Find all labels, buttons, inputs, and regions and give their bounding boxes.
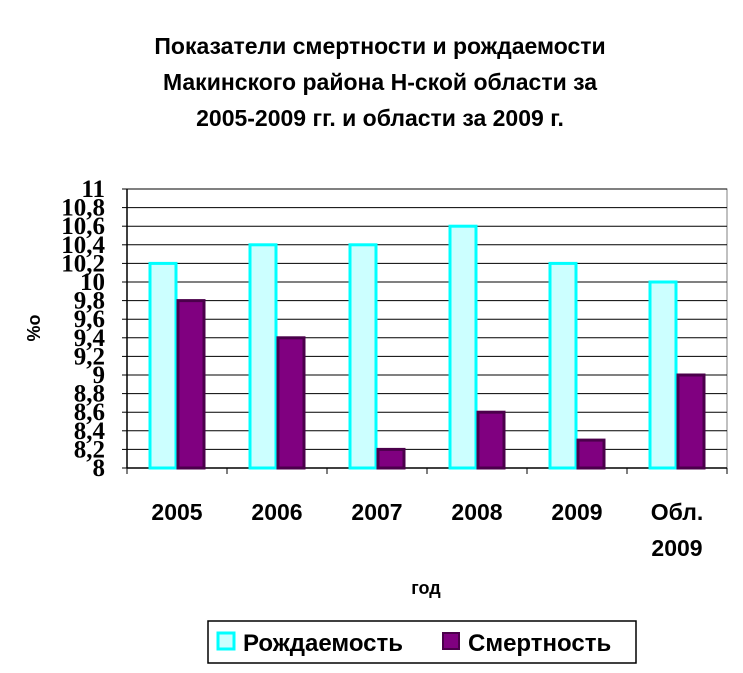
y-tick-label: 8,6 [74,399,105,426]
y-tick-label: 9,2 [74,343,105,370]
y-tick-label: 11 [81,176,105,203]
y-tick-label: 10 [80,269,105,296]
bar-death-rate-1 [276,336,306,470]
chart-title: Показатели смертности и рождаемости Маки… [40,28,720,136]
bar-birth-rate-0 [148,261,178,470]
y-axis-title: %о [24,314,44,341]
x-category-label: Обл. [651,499,704,525]
bar-birth-rate-4 [548,261,578,470]
y-tick-label: 9,4 [74,325,106,352]
bar-birth-rate-5 [648,280,678,470]
bar-death-rate-0 [176,299,206,470]
legend-label-birth-rate: Рождаемость [243,630,403,657]
x-category-label: 2007 [351,499,402,525]
y-tick-label: 8,4 [74,418,106,445]
x-category-label: 2006 [251,499,302,525]
x-category-label: 2009 [651,535,702,561]
y-tick-label: 10,8 [61,195,105,222]
y-tick-label: 10,2 [61,250,105,277]
x-category-label: 2005 [151,499,202,525]
bar-birth-rate-3 [448,224,478,470]
bar-death-rate-4 [576,438,606,470]
chart-title-line-2: Макинского района Н-ской области за [162,69,598,95]
chart-title-line-3: 2005-2009 гг. и области за 2009 г. [196,105,564,131]
x-axis-title: год [411,578,441,598]
legend-swatch-death-rate [442,632,460,650]
bar-death-rate-3 [476,410,506,470]
bar-birth-rate-2 [348,243,378,470]
legend-label-death-rate: Смертность [468,630,611,657]
y-tick-label: 8 [93,455,106,482]
x-category-label: 2008 [451,499,502,525]
y-tick-label: 9 [93,362,106,389]
bar-death-rate-2 [376,447,406,470]
chart-title-line-1: Показатели смертности и рождаемости [154,33,606,59]
y-tick-label: 8,2 [74,436,105,463]
y-tick-label: 8,8 [74,381,105,408]
bar-death-rate-5 [676,373,706,470]
legend-box [207,620,637,664]
y-tick-label: 9,6 [74,306,105,333]
bar-birth-rate-1 [248,243,278,470]
y-tick-label: 9,8 [74,288,105,315]
plot-area [126,188,728,469]
y-tick-label: 10,6 [61,213,105,240]
x-category-label: 2009 [551,499,602,525]
legend-swatch-birth-rate [216,631,236,651]
y-tick-label: 10,4 [61,232,105,259]
